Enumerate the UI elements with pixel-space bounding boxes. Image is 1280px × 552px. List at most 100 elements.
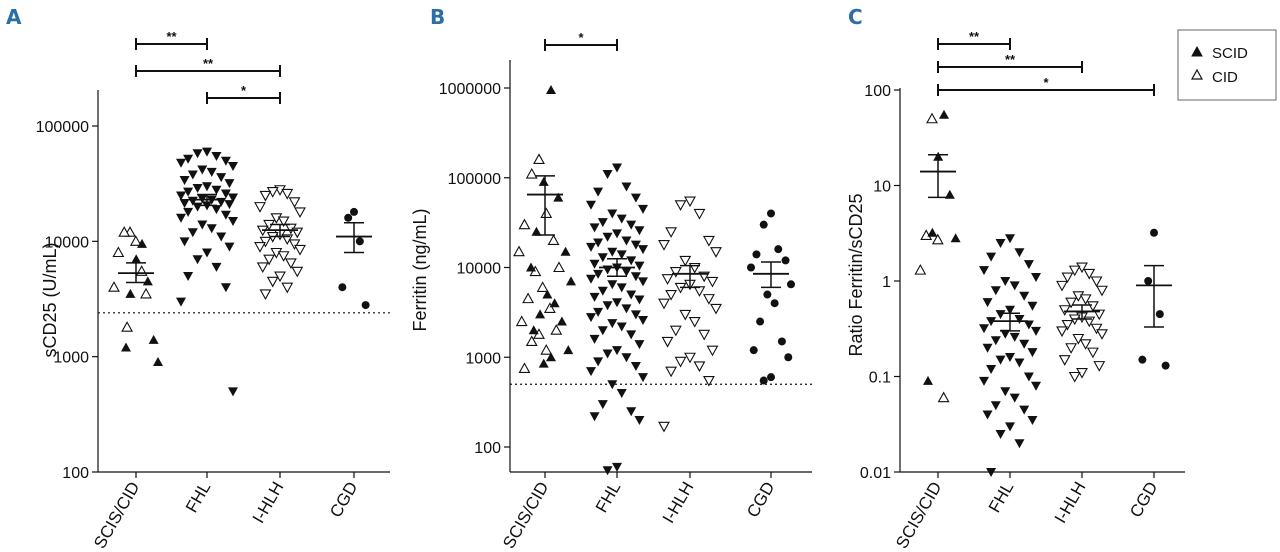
significance-label: * bbox=[578, 30, 584, 45]
data-point-i-hlh bbox=[665, 227, 678, 238]
data-point-fhl bbox=[220, 210, 231, 220]
data-point-i-hlh bbox=[669, 325, 682, 337]
data-point-fhl bbox=[607, 247, 618, 257]
data-point-i-hlh bbox=[679, 309, 692, 321]
data-point-fhl bbox=[1000, 387, 1011, 397]
data-point-scis-cid bbox=[538, 358, 549, 368]
data-point-fhl bbox=[626, 330, 637, 340]
data-point-i-hlh bbox=[281, 188, 294, 200]
data-point-fhl bbox=[176, 213, 186, 223]
data-point-scis-cid bbox=[542, 289, 553, 299]
data-point-fhl bbox=[626, 220, 637, 230]
data-point-scis-cid bbox=[944, 189, 955, 199]
data-point-fhl bbox=[586, 274, 596, 284]
data-point-cgd bbox=[747, 263, 755, 272]
data-point-fhl bbox=[1019, 339, 1030, 349]
data-point-cgd bbox=[781, 256, 790, 265]
data-point-scis-cid bbox=[518, 218, 531, 230]
data-point-fhl bbox=[982, 410, 993, 420]
data-point-fhl bbox=[183, 207, 194, 217]
data-point-fhl bbox=[586, 200, 596, 210]
data-point-cgd bbox=[355, 237, 364, 246]
data-point-i-hlh bbox=[288, 239, 301, 251]
data-point-i-hlh bbox=[693, 208, 706, 220]
data-point-i-hlh bbox=[1096, 329, 1108, 340]
significance-label: * bbox=[241, 83, 247, 98]
panel-letter-c: C bbox=[848, 5, 863, 29]
data-point-fhl bbox=[1005, 234, 1015, 244]
data-point-cgd bbox=[752, 250, 761, 259]
data-point-scis-cid bbox=[131, 254, 142, 264]
legend-marker-scid bbox=[1191, 45, 1203, 57]
data-point-scis-cid bbox=[142, 276, 153, 286]
data-point-i-hlh bbox=[254, 242, 266, 253]
data-point-cgd bbox=[338, 283, 347, 292]
data-point-i-hlh bbox=[674, 200, 687, 211]
data-point-i-hlh bbox=[702, 235, 715, 247]
data-point-fhl bbox=[206, 224, 217, 234]
data-point-cgd bbox=[361, 301, 370, 310]
data-point-scis-cid bbox=[533, 153, 545, 164]
data-point-fhl bbox=[192, 202, 203, 212]
data-point-scis-cid bbox=[547, 234, 560, 246]
legend-box bbox=[1177, 29, 1277, 101]
data-point-fhl bbox=[593, 307, 604, 317]
data-point-fhl bbox=[1023, 260, 1034, 270]
data-point-i-hlh bbox=[288, 197, 301, 208]
data-point-i-hlh bbox=[1096, 285, 1108, 297]
y-tick-label: 100000 bbox=[448, 171, 501, 188]
data-point-fhl bbox=[612, 462, 622, 472]
data-point-fhl bbox=[982, 298, 993, 308]
data-point-fhl bbox=[1000, 329, 1011, 339]
data-point-i-hlh bbox=[710, 303, 722, 315]
significance-label: ** bbox=[166, 29, 177, 44]
data-point-scis-cid bbox=[513, 245, 525, 257]
data-point-fhl bbox=[1031, 273, 1041, 283]
data-point-cgd bbox=[763, 290, 772, 299]
data-point-fhl bbox=[630, 310, 641, 320]
data-point-i-hlh bbox=[254, 202, 266, 213]
data-point-fhl bbox=[192, 149, 203, 159]
data-point-scis-cid bbox=[137, 238, 147, 248]
data-point-scis-cid bbox=[528, 325, 539, 335]
data-point-fhl bbox=[979, 266, 989, 276]
data-point-i-hlh bbox=[281, 282, 294, 294]
data-point-fhl bbox=[616, 388, 627, 398]
data-point-i-hlh bbox=[1093, 361, 1106, 372]
data-point-fhl bbox=[602, 170, 613, 180]
data-point-i-hlh bbox=[1083, 268, 1096, 280]
data-point-i-hlh bbox=[702, 376, 715, 387]
data-point-fhl bbox=[986, 252, 997, 262]
data-point-fhl bbox=[634, 261, 645, 271]
data-point-cgd bbox=[774, 245, 783, 254]
data-point-i-hlh bbox=[256, 262, 269, 274]
data-point-i-hlh bbox=[277, 216, 290, 228]
data-point-scis-cid bbox=[950, 233, 961, 243]
data-point-fhl bbox=[220, 189, 231, 199]
data-point-i-hlh bbox=[1068, 371, 1081, 383]
data-point-i-hlh bbox=[1086, 301, 1099, 312]
data-point-fhl bbox=[979, 324, 989, 334]
x-tick-label-fhl: FHL bbox=[182, 479, 215, 516]
data-point-i-hlh bbox=[688, 316, 701, 328]
x-tick-label-fhl: FHL bbox=[985, 479, 1018, 516]
data-point-fhl bbox=[593, 269, 604, 279]
data-point-fhl bbox=[995, 310, 1006, 320]
data-point-i-hlh bbox=[710, 247, 722, 258]
data-point-scis-cid bbox=[914, 263, 927, 275]
data-point-fhl bbox=[1000, 277, 1011, 286]
data-point-scis-cid bbox=[108, 281, 120, 292]
data-point-i-hlh bbox=[1061, 319, 1074, 331]
data-point-fhl bbox=[1027, 416, 1038, 426]
data-point-fhl bbox=[616, 322, 627, 332]
data-point-fhl bbox=[634, 226, 645, 236]
data-point-fhl bbox=[1014, 358, 1025, 368]
data-point-fhl bbox=[586, 367, 596, 377]
data-point-scis-cid bbox=[129, 235, 142, 246]
data-point-fhl bbox=[1014, 439, 1025, 449]
data-point-fhl bbox=[216, 232, 227, 242]
data-point-cgd bbox=[767, 373, 775, 382]
data-point-fhl bbox=[630, 272, 641, 282]
data-point-fhl bbox=[224, 242, 235, 252]
data-point-fhl bbox=[224, 179, 235, 189]
